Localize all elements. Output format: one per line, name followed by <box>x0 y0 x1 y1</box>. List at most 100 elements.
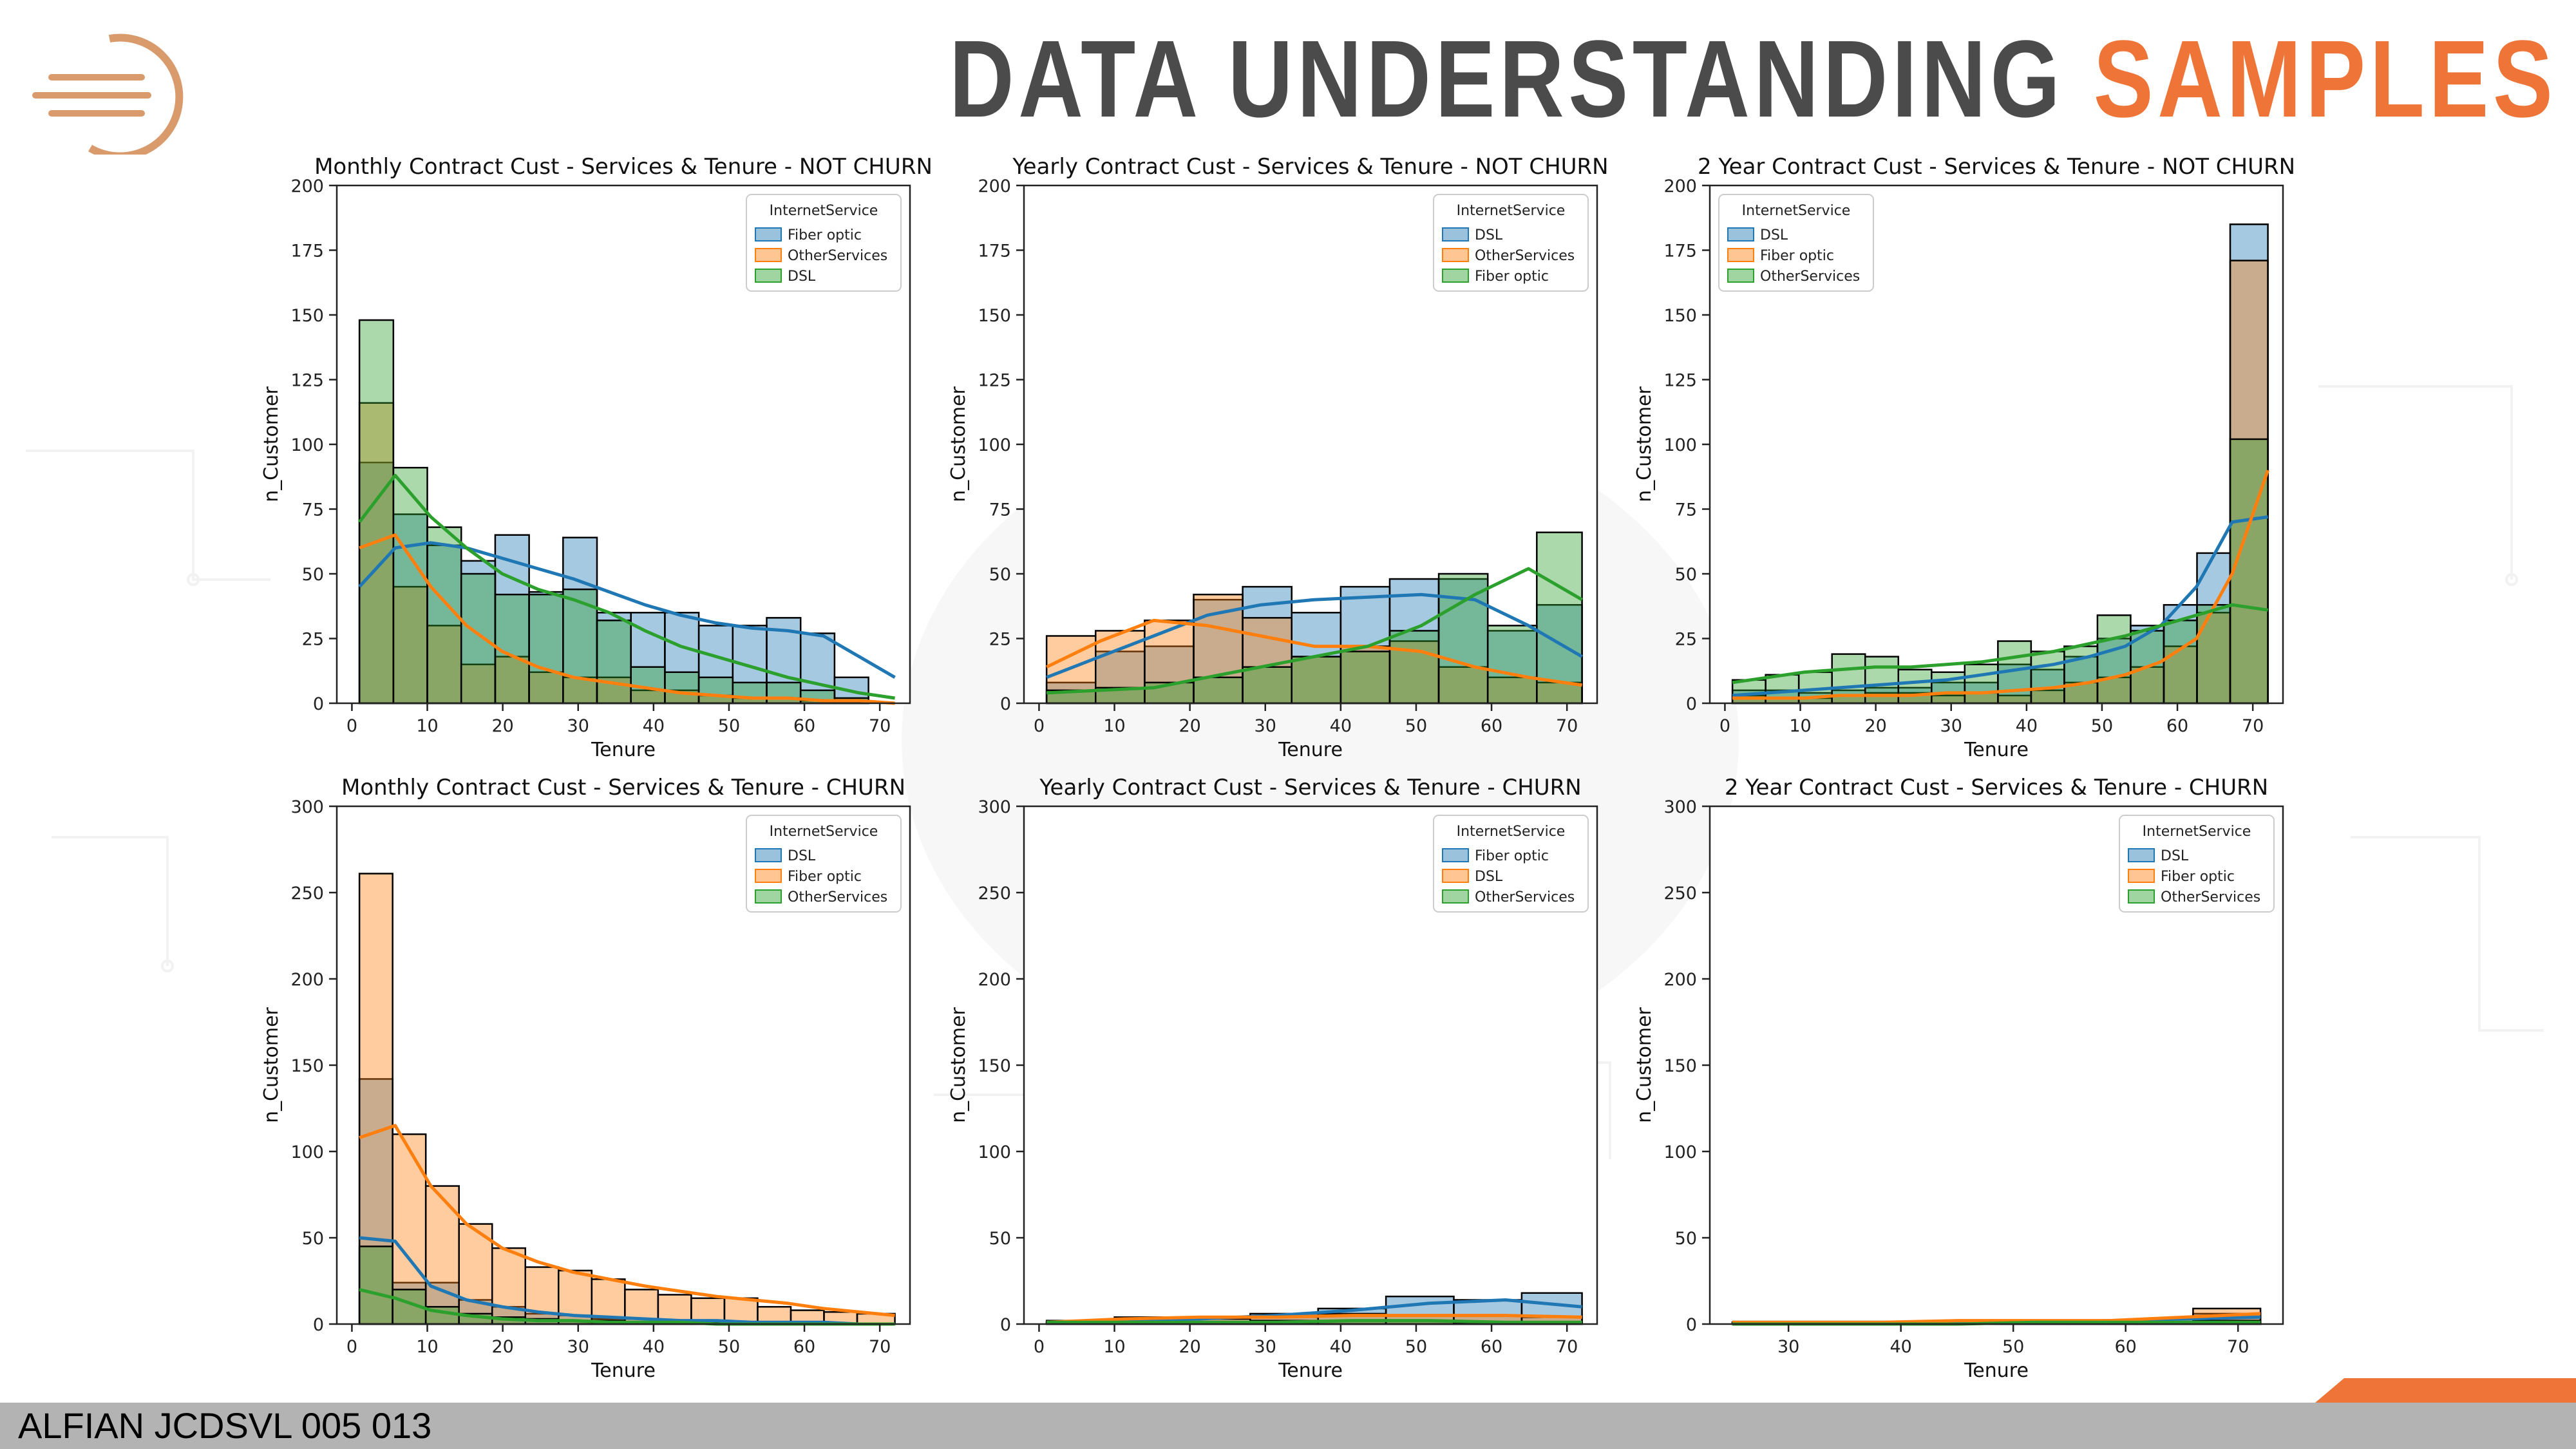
bar <box>2163 620 2198 705</box>
bar <box>1388 630 1440 705</box>
x-tick-label: 0 <box>346 716 357 736</box>
bar <box>528 591 564 705</box>
x-tick-label: 50 <box>718 716 740 736</box>
legend: InternetService Fiber optic DSL OtherServic… <box>1433 815 1589 913</box>
y-tick-label: 200 <box>978 176 1011 196</box>
bar <box>1897 668 1933 705</box>
y-tick-label: 300 <box>978 797 1011 817</box>
y-tick-label: 200 <box>1663 970 1697 990</box>
y-tick-label: 75 <box>989 500 1011 520</box>
bar <box>1291 656 1342 705</box>
bar <box>358 1245 393 1325</box>
y-tick-label: 25 <box>1675 630 1697 650</box>
x-tick-label: 10 <box>1103 716 1125 736</box>
legend-title: InternetService <box>1742 203 1851 219</box>
x-tick-label: 60 <box>2166 716 2188 736</box>
x-tick-label: 30 <box>567 1337 589 1357</box>
x-tick-label: 40 <box>643 716 665 736</box>
y-tick-label: 75 <box>302 500 324 520</box>
x-tick-label: 40 <box>1330 1337 1352 1357</box>
y-tick-label: 0 <box>1686 694 1697 714</box>
bar <box>732 681 768 705</box>
legend-entry: DSL <box>1760 227 1788 243</box>
y-tick-label: 250 <box>290 884 324 904</box>
y-axis-label: n_Customer <box>947 1007 970 1122</box>
kde-line <box>1732 603 2268 685</box>
legend: InternetService DSL Fiber optic OtherServic… <box>746 815 902 913</box>
bar <box>1340 650 1391 705</box>
bar <box>1486 625 1538 705</box>
x-tick-label: 30 <box>1777 1337 1799 1357</box>
y-tick-label: 250 <box>978 884 1011 904</box>
chart-title: 2 Year Contract Cust - Services & Tenure… <box>1725 775 2268 800</box>
bar <box>2096 614 2132 705</box>
bar <box>1486 630 1538 705</box>
y-tick-label: 125 <box>978 371 1011 391</box>
bar <box>596 620 632 705</box>
x-tick-label: 20 <box>1179 1337 1200 1357</box>
bar <box>2030 650 2065 705</box>
legend-entry: OtherServices <box>2161 889 2260 905</box>
bar <box>664 612 700 705</box>
kde-line <box>1046 567 1583 695</box>
kde-line <box>1732 1312 2261 1324</box>
footer-text: ALFIAN JCDSVL 005 013 <box>18 1405 432 1446</box>
chart-6: 30 40 50 60 70 0 50 100 150 200 250 300 2 Year Contr… <box>1633 775 2284 1382</box>
bar <box>528 593 564 705</box>
y-tick-label: 100 <box>1663 435 1697 455</box>
y-tick-label: 0 <box>1686 1315 1697 1335</box>
x-tick-label: 0 <box>346 1337 357 1357</box>
bar <box>1536 531 1583 705</box>
bar <box>358 319 395 705</box>
legend-entry: OtherServices <box>788 889 887 905</box>
bar <box>392 466 428 705</box>
y-axis-label: n_Customer <box>1633 386 1656 502</box>
chart-5: 0 10 20 30 40 50 60 70 0 50 100 150 200 250 300 Yearly … <box>947 775 1598 1382</box>
y-tick-label: 200 <box>290 176 324 196</box>
x-tick-label: 20 <box>491 716 513 736</box>
y-tick-label: 50 <box>989 1229 1011 1249</box>
y-tick-label: 150 <box>978 1056 1011 1076</box>
y-tick-label: 100 <box>290 1142 324 1162</box>
kde-line <box>1732 469 2269 700</box>
chart-4: 0 10 20 30 40 50 60 70 0 50 100 150 200 250 300 Monthly… <box>260 775 911 1382</box>
legend-box <box>1433 194 1589 292</box>
legend-swatch <box>2128 869 2155 883</box>
y-tick-label: 150 <box>1663 1056 1697 1076</box>
y-tick-label: 150 <box>290 306 324 326</box>
y-tick-label: 50 <box>302 565 324 585</box>
bar <box>1964 663 1999 705</box>
legend: InternetService DSL OtherServices Fiber opt… <box>1433 194 1589 292</box>
legend-title: InternetService <box>1457 203 1566 219</box>
legend-swatch <box>755 869 782 883</box>
bar <box>697 625 734 705</box>
legend-swatch <box>755 848 782 862</box>
legend-entry: OtherServices <box>1475 248 1575 264</box>
bar <box>2229 438 2269 705</box>
x-tick-label: 10 <box>416 716 438 736</box>
page-title-part1: DATA UNDERSTANDING <box>949 18 2064 140</box>
legend-entry: OtherServices <box>1760 269 1860 285</box>
bar <box>2196 603 2231 705</box>
legend-entry: Fiber optic <box>788 227 862 243</box>
legend-box <box>2119 815 2275 913</box>
legend-entry: DSL <box>788 269 816 285</box>
y-axis-label: n_Customer <box>1633 1007 1656 1122</box>
x-tick-label: 70 <box>2242 716 2264 736</box>
legend-entry: DSL <box>1475 227 1503 243</box>
legend-swatch <box>755 227 782 242</box>
x-tick-label: 40 <box>2016 716 2038 736</box>
x-tick-label: 10 <box>416 1337 438 1357</box>
kde-line <box>358 541 896 679</box>
legend-swatch <box>2128 889 2155 904</box>
legend-box <box>746 815 902 913</box>
y-tick-label: 0 <box>313 1315 324 1335</box>
bar <box>2229 223 2269 705</box>
legend-swatch <box>755 889 782 904</box>
y-tick-label: 75 <box>1675 500 1697 520</box>
x-axis-label: Tenure <box>591 739 656 761</box>
legend-entry: Fiber optic <box>1475 848 1549 864</box>
legend-swatch <box>1442 848 1469 862</box>
x-tick-label: 30 <box>1255 716 1276 736</box>
legend: InternetService Fiber optic OtherServices D… <box>746 194 902 292</box>
